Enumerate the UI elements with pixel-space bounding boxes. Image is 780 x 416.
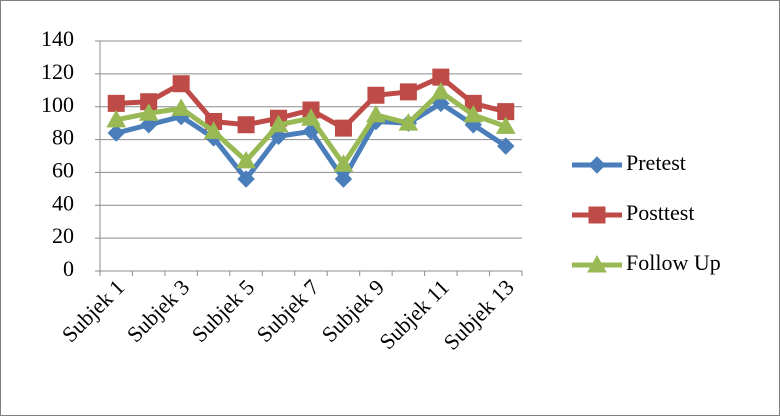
- data-point: [464, 94, 482, 112]
- legend-label: Follow Up: [626, 250, 721, 275]
- y-tick-label: 40: [52, 190, 74, 215]
- data-point: [334, 119, 352, 137]
- data-point: [430, 81, 451, 100]
- data-point: [237, 170, 255, 188]
- data-point: [432, 68, 450, 86]
- data-point: [203, 121, 224, 139]
- y-tick-label: 80: [52, 125, 74, 150]
- legend-marker: [588, 206, 606, 224]
- data-point: [366, 104, 386, 123]
- y-tick-label: 120: [41, 59, 74, 84]
- data-point: [497, 103, 515, 121]
- data-point: [268, 114, 289, 133]
- data-point: [237, 116, 255, 134]
- legend-label: Posttest: [626, 200, 694, 225]
- data-point: [398, 113, 419, 131]
- y-tick-label: 100: [41, 92, 74, 117]
- y-tick-label: 20: [52, 223, 74, 248]
- data-point: [107, 124, 125, 142]
- data-point: [497, 137, 515, 155]
- data-point: [106, 109, 127, 128]
- data-point: [172, 75, 190, 93]
- legend-marker: [587, 254, 607, 273]
- data-point: [463, 104, 484, 123]
- y-tick-label: 140: [41, 26, 74, 51]
- data-point: [495, 116, 516, 134]
- data-point: [236, 150, 256, 169]
- data-point: [399, 83, 417, 101]
- data-point: [138, 103, 159, 121]
- data-point: [367, 86, 385, 104]
- data-point: [301, 108, 321, 126]
- data-point: [334, 170, 353, 188]
- data-point: [171, 98, 192, 116]
- data-point: [333, 154, 354, 172]
- legend-marker: [588, 156, 606, 174]
- data-point: [107, 94, 125, 112]
- y-tick-label: 0: [63, 256, 74, 281]
- legend-label: Pretest: [626, 150, 686, 175]
- y-tick-label: 60: [52, 157, 74, 182]
